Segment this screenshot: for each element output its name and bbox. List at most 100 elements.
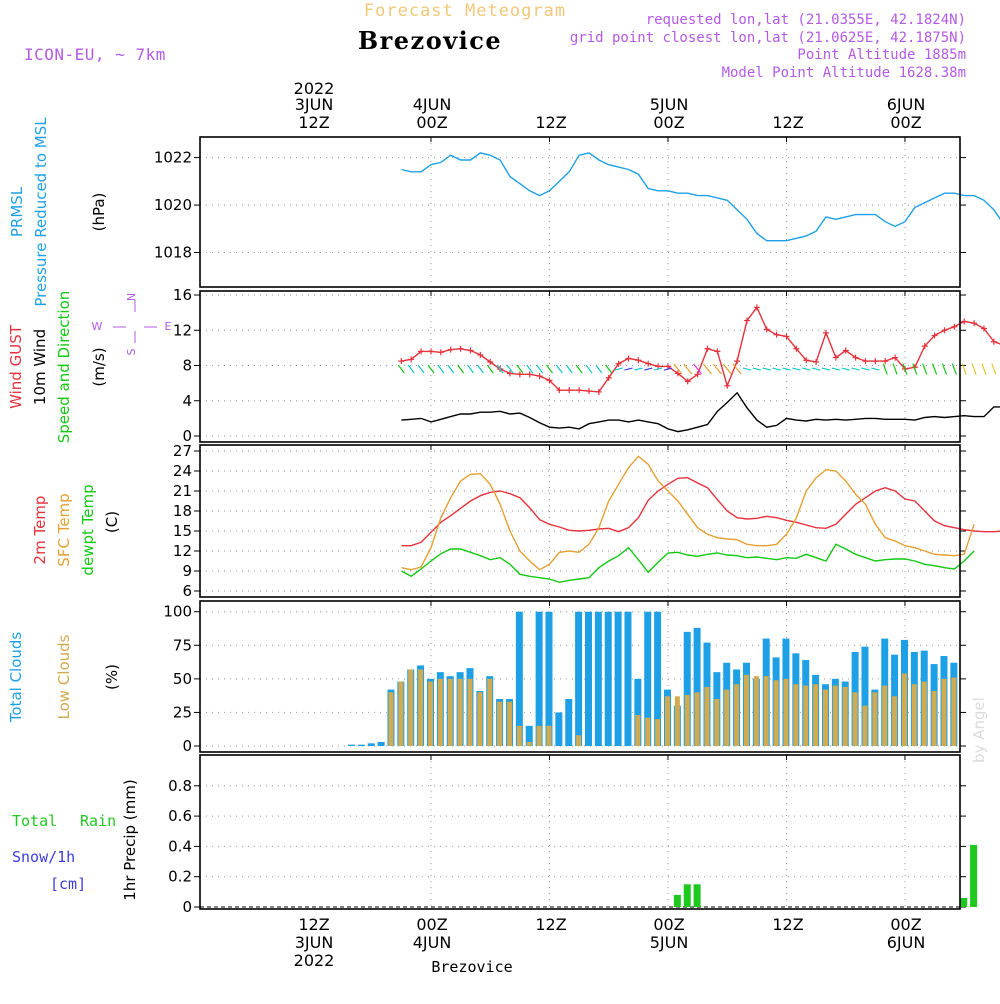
bottom-time-5: 00Z	[890, 915, 921, 934]
gust-marker	[852, 354, 859, 361]
total-cloud-bar	[555, 712, 563, 746]
total-cloud-bar	[693, 627, 701, 746]
wind-arrow-icon	[902, 363, 908, 375]
wind-arrow-icon	[851, 367, 860, 371]
wind-arrow-icon	[427, 364, 435, 374]
precip-label-cm: [cm]	[50, 875, 86, 893]
gust-marker	[418, 348, 425, 355]
y-tick-label: 9	[182, 562, 192, 580]
wind-arrow-icon	[536, 364, 544, 374]
gust-marker	[605, 374, 612, 381]
wind-arrow-icon	[663, 367, 673, 371]
top-date-0: 3JUN	[295, 95, 334, 114]
wind-arrow-icon	[486, 364, 494, 374]
compass-e: E	[165, 320, 172, 333]
gust-marker	[793, 345, 800, 352]
gust-marker	[477, 351, 484, 358]
gust-marker	[635, 357, 642, 364]
low-cloud-bar	[882, 685, 888, 746]
low-cloud-bar	[437, 678, 443, 746]
gust-marker	[487, 358, 494, 365]
y-tick-label: 1022	[154, 149, 192, 167]
wind-arrow-icon	[712, 363, 722, 375]
top-time-5: 00Z	[890, 113, 921, 132]
y-tick-label: 0	[182, 737, 192, 755]
gust-marker	[753, 304, 760, 311]
bottom-time-1: 00Z	[416, 915, 447, 934]
wind-arrow-icon	[892, 363, 898, 375]
wind-arrow-icon	[476, 364, 484, 374]
gust-marker	[506, 370, 513, 377]
gust-marker	[872, 358, 879, 365]
rain-bar	[970, 844, 978, 907]
gust-marker	[536, 373, 543, 380]
gust-marker	[556, 387, 563, 394]
low-cloud-bar	[724, 689, 730, 746]
wind-label-1: Wind GUST	[7, 324, 25, 409]
wind-arrow-icon	[831, 367, 840, 371]
temp-label-1: 2m Temp	[31, 496, 49, 565]
product-title: Forecast Meteogram	[364, 1, 566, 21]
y-tick-label: 16	[173, 286, 192, 304]
wind-arrow-icon	[811, 367, 821, 371]
low-cloud-bar	[674, 696, 680, 746]
total-cloud-bar	[614, 611, 622, 746]
low-cloud-bar	[576, 735, 582, 746]
wind-arrow-icon	[762, 367, 771, 371]
low-cloud-bar	[803, 685, 809, 746]
low-cloud-bar	[921, 681, 927, 746]
y-tick-label: 0.4	[168, 837, 192, 855]
compass-w: W	[92, 320, 103, 333]
gust-marker	[437, 349, 444, 356]
low-cloud-bar	[901, 673, 907, 746]
total-cloud-bar	[654, 611, 662, 746]
wind-arrow-icon	[624, 367, 633, 371]
wind-arrow-icon	[653, 367, 663, 371]
gust-marker	[734, 358, 741, 365]
y-tick-label: 4	[182, 392, 192, 410]
10m-wind-line	[401, 391, 1000, 433]
wind-arrow-icon	[792, 367, 801, 371]
wind-arrow-icon	[742, 367, 752, 371]
y-tick-label: 0	[182, 427, 192, 445]
wind-arrow-icon	[575, 364, 583, 374]
wind-arrow-icon	[614, 367, 623, 371]
total-cloud-bar	[525, 725, 533, 746]
wind-arrow-icon	[981, 363, 987, 375]
total-cloud-bar	[347, 744, 355, 746]
low-cloud-bar	[536, 725, 542, 746]
clouds-panel: 0 25 50 75 100	[163, 600, 966, 755]
total-cloud-bar	[377, 741, 385, 746]
precip-label-snow: Snow/1h	[12, 848, 75, 866]
y-tick-label: 0.6	[168, 807, 192, 825]
low-cloud-bar	[408, 669, 414, 746]
low-cloud-bar	[872, 692, 878, 746]
wind-arrow-icon	[545, 364, 553, 374]
top-time-4: 12Z	[772, 113, 803, 132]
gust-marker	[447, 346, 454, 353]
low-cloud-bar	[506, 701, 512, 746]
total-cloud-bar	[367, 743, 375, 746]
wind-arrow-icon	[496, 364, 504, 374]
gust-marker	[427, 348, 434, 355]
wind-arrow-icon	[595, 364, 603, 374]
gust-marker	[595, 388, 602, 395]
gust-marker	[961, 318, 968, 325]
wind-arrow-icon	[673, 363, 683, 375]
low-cloud-bar	[852, 692, 858, 746]
wind-arrow-icon	[782, 367, 791, 371]
precip-panel: 0 0.2 0.4 0.6 0.8	[168, 754, 978, 916]
low-cloud-bar	[753, 676, 759, 746]
y-tick-label: 100	[163, 603, 192, 621]
bottom-date-3: 6JUN	[887, 933, 926, 952]
wind-label-3: Speed and Direction	[55, 291, 73, 444]
wind-arrow-icon	[752, 367, 761, 371]
wind-arrow-icon	[466, 364, 474, 374]
temp-label-2: SFC Temp	[55, 493, 73, 566]
wind-arrow-icon	[991, 363, 997, 375]
gust-marker	[862, 358, 869, 365]
precip-unit: 1hr Precip (mm)	[121, 779, 139, 900]
low-cloud-bar	[951, 677, 957, 746]
wind-arrow-icon	[932, 363, 938, 375]
